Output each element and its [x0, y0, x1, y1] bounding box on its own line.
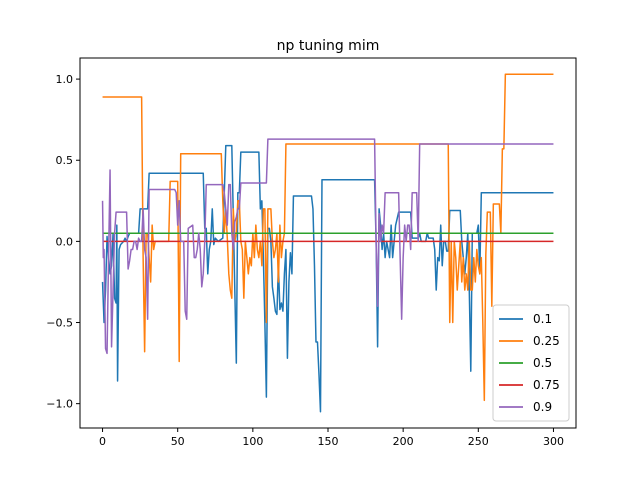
- x-tick-label: 0: [99, 435, 106, 448]
- y-tick-label: 0.5: [56, 154, 74, 167]
- x-tick-label: 300: [543, 435, 564, 448]
- x-tick-label: 100: [242, 435, 263, 448]
- y-tick-label: 1.0: [56, 73, 74, 86]
- legend-label: 0.5: [533, 356, 552, 370]
- plot-frame: [79, 57, 577, 429]
- y-axis-ticks: −1.0 −0.5 0.0 0.5 1.0: [46, 73, 80, 411]
- series-line-0_9: [101, 138, 554, 355]
- y-tick-label: −0.5: [46, 317, 73, 330]
- legend-label: 0.1: [533, 312, 552, 326]
- series-lines: [101, 73, 554, 413]
- legend-label: 0.25: [533, 334, 560, 348]
- x-tick-label: 200: [393, 435, 414, 448]
- y-tick-label: −1.0: [46, 398, 73, 411]
- x-tick-label: 150: [318, 435, 339, 448]
- legend-label: 0.9: [533, 400, 552, 414]
- legend-box: [492, 304, 570, 422]
- y-tick-label: 0.0: [56, 235, 74, 248]
- chart-title: np tuning mim: [277, 38, 380, 54]
- x-tick-label: 250: [468, 435, 489, 448]
- series-line-0_25: [102, 73, 554, 402]
- legend: 0.1 0.25 0.5 0.75 0.9: [492, 304, 570, 422]
- legend-label: 0.75: [533, 378, 560, 392]
- x-tick-label: 50: [171, 435, 185, 448]
- x-axis-ticks: 0 50 100 150 200 250 300: [99, 428, 564, 448]
